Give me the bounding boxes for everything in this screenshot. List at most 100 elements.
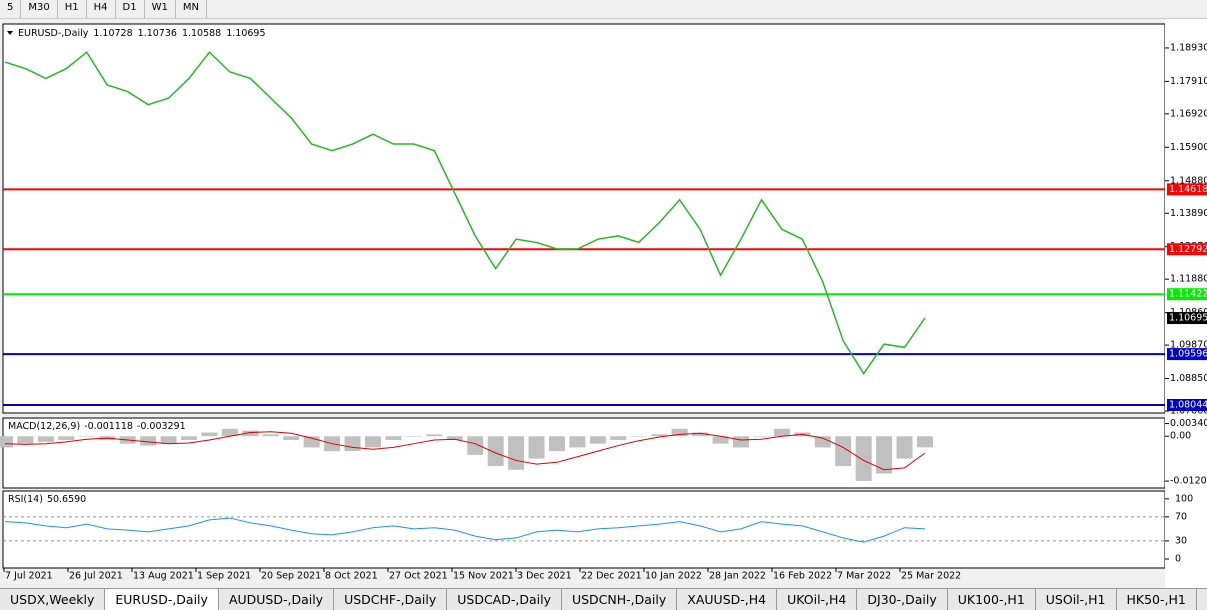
level-label-box	[1167, 398, 1207, 411]
chart-tab[interactable]: USDCNH-,Daily	[562, 589, 678, 610]
y-tick-label: -0.012051	[1170, 476, 1207, 487]
last-price-label: 1.10695	[1169, 313, 1207, 324]
level-label: 1.11422	[1169, 289, 1207, 300]
macd-bar	[610, 436, 627, 440]
macd-bar	[549, 436, 565, 452]
macd-bar	[283, 436, 300, 440]
chart-tab[interactable]: AUDUSD-,Daily	[219, 589, 335, 610]
chart-tab[interactable]: USOil-,H1	[1036, 589, 1117, 610]
macd-bar	[181, 436, 197, 440]
level-label: 1.12792	[1169, 244, 1207, 255]
macd-bar	[58, 436, 75, 440]
macd-bar	[385, 436, 402, 440]
date-label: 10 Jan 2022	[645, 571, 702, 582]
macd-bar	[733, 436, 749, 448]
y-tick-label: 0	[1175, 553, 1181, 564]
symbol: EURUSD-,Daily	[18, 28, 89, 39]
rsi-header: RSI(14) 50.6590	[8, 494, 86, 505]
level-label: 1.09596	[1169, 349, 1207, 360]
macd-bar	[405, 436, 422, 437]
timeframe-button[interactable]: 5	[0, 0, 22, 18]
level-label-box	[1167, 183, 1207, 196]
macd-signal	[4, 431, 926, 471]
ohlc-value: 1.10728	[93, 28, 132, 39]
macd-bar	[630, 436, 647, 437]
macd-bar	[221, 428, 238, 437]
price-axis	[1165, 19, 1207, 588]
macd-bar	[671, 428, 688, 437]
chart-tab[interactable]: USDCAD-,Daily	[447, 589, 562, 610]
y-tick-label: 1.18930	[1170, 42, 1207, 53]
chart-tab[interactable]: EURUSD-,Daily	[105, 589, 219, 610]
macd-bar	[0, 436, 13, 448]
price-line	[4, 51, 926, 376]
panel	[2, 417, 1166, 489]
indicator-name: RSI(14)	[8, 494, 43, 505]
date-label: 28 Jan 2022	[709, 571, 766, 582]
panel	[2, 23, 1166, 414]
macd-bar	[528, 436, 545, 459]
macd-bar	[692, 432, 709, 437]
y-tick-label: 1.16920	[1170, 108, 1207, 119]
chart-window: 1.18930 1.17910 1.16920 1.15900 1.14880 1.138…	[0, 19, 1207, 588]
chart-tab[interactable]: USDCHF-,Daily	[334, 589, 448, 610]
macd-bar	[589, 436, 606, 444]
y-tick-label: 1.09870	[1170, 340, 1207, 351]
chart-tab[interactable]: DJ30-,Daily	[857, 589, 948, 610]
y-tick-label: 1.08850	[1170, 373, 1207, 384]
last-price-box	[1167, 312, 1207, 325]
timeframe-button[interactable]: H1	[58, 0, 87, 18]
chart-tab[interactable]: XAUUSD-,H4	[677, 589, 778, 610]
y-tick-label: 0.003408	[1170, 418, 1207, 429]
macd-bar	[262, 434, 279, 437]
date-label: 25 Mar 2022	[901, 571, 961, 582]
indicator-value: -0.001118	[84, 421, 133, 432]
macd-bar	[426, 434, 443, 437]
date-label: 13 Aug 2021	[133, 571, 194, 582]
timeframe-toolbar: 5 M30 H1 H4 D1 W1 MN	[0, 0, 1207, 19]
macd-bar	[712, 436, 729, 444]
y-tick-label: 30	[1175, 535, 1187, 546]
y-tick-label: 70	[1175, 511, 1187, 522]
macd-bar	[569, 436, 586, 448]
macd-bar	[855, 436, 872, 481]
y-tick-label: 1.07860	[1170, 406, 1207, 417]
timeframe-button[interactable]: D1	[116, 0, 145, 18]
date-label: 27 Oct 2021	[389, 571, 448, 582]
rsi-line	[4, 517, 926, 543]
level-label-box	[1167, 348, 1207, 361]
macd-bar	[78, 436, 95, 437]
macd-bar	[446, 436, 463, 440]
y-tick-label: 1.13890	[1170, 208, 1207, 219]
date-label: 26 Jul 2021	[69, 571, 123, 582]
level-label-box	[1167, 243, 1207, 256]
chart-tab[interactable]: UK100-,H1	[948, 589, 1036, 610]
date-label: 16 Feb 2022	[773, 571, 832, 582]
timeframe-button[interactable]: W1	[145, 0, 176, 18]
date-label: 22 Dec 2021	[581, 571, 642, 582]
ohlc-value: 1.10736	[138, 28, 177, 39]
chart-tab[interactable]: HK50-,H1	[1117, 589, 1197, 610]
macd-bar	[201, 432, 218, 437]
y-tick-label: 100	[1175, 493, 1193, 504]
macd-bar	[814, 436, 831, 448]
chart-header: EURUSD-,Daily 1.10728 1.10736 1.10588 1.1069…	[18, 28, 266, 39]
timeframe-button[interactable]: H4	[87, 0, 116, 18]
date-label: 1 Sep 2021	[197, 571, 251, 582]
ohlc-value: 1.10588	[182, 28, 221, 39]
y-tick-label: 1.14880	[1170, 175, 1207, 186]
macd-bar	[508, 436, 525, 470]
y-tick-label: 1.17910	[1170, 76, 1207, 87]
macd-bar	[365, 436, 381, 448]
macd-bar	[160, 436, 177, 444]
timeframe-button[interactable]: MN	[176, 0, 207, 18]
chart-tab[interactable]: UKOil-,H4	[777, 589, 858, 610]
timeframe-button[interactable]: M30	[21, 0, 58, 18]
chart-tab[interactable]: USDX,Weekly	[0, 589, 106, 610]
macd-bar	[140, 436, 157, 446]
macd-header: MACD(12,26,9) -0.001118 -0.003291	[8, 421, 186, 432]
macd-bar	[344, 436, 361, 452]
date-label: 7 Jul 2021	[5, 571, 53, 582]
macd-bar	[467, 436, 484, 455]
header-triangle	[7, 31, 13, 35]
